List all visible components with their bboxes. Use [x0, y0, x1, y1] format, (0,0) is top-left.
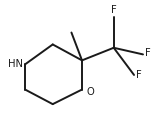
Text: O: O — [87, 87, 95, 96]
Text: HN: HN — [9, 59, 23, 69]
Text: F: F — [136, 70, 142, 80]
Text: F: F — [145, 48, 151, 58]
Text: F: F — [111, 5, 117, 15]
